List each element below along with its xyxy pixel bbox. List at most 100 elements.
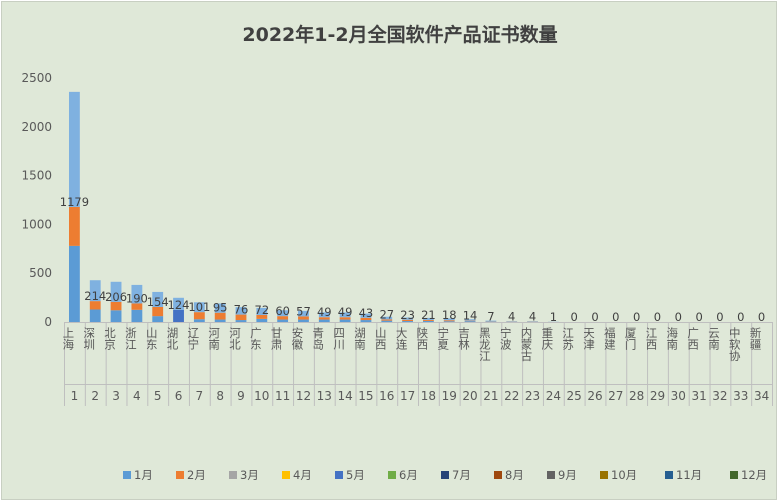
bar-segment xyxy=(339,317,351,320)
bar-segment xyxy=(193,319,205,322)
data-label: 0 xyxy=(571,310,578,324)
data-label: 1179 xyxy=(60,195,89,209)
bar-segment xyxy=(360,317,372,321)
x-category-label: 安徽 xyxy=(290,326,304,351)
y-tick-label: 0 xyxy=(44,315,52,329)
y-tick-label: 2000 xyxy=(21,120,52,134)
x-category-label: 深圳 xyxy=(82,326,96,350)
data-label: 21 xyxy=(421,308,436,322)
x-category-label: 北京 xyxy=(103,327,117,351)
data-label: 1 xyxy=(550,310,557,324)
data-label: 95 xyxy=(213,301,228,315)
x-rank-label: 11 xyxy=(275,389,290,403)
legend-swatch xyxy=(176,471,184,479)
bar-segment xyxy=(318,317,330,320)
chart-title: 2022年1-2月全国软件产品证书数量 xyxy=(242,23,557,46)
x-rank-label: 34 xyxy=(754,389,769,403)
legend-entry: 2月 xyxy=(187,468,206,482)
bar-segment xyxy=(277,316,289,320)
x-rank-label: 8 xyxy=(216,389,224,403)
x-category-label: 内蒙古 xyxy=(520,326,534,361)
bar-segment xyxy=(193,312,205,320)
x-rank-label: 12 xyxy=(296,389,311,403)
x-rank-label: 20 xyxy=(462,389,477,403)
x-category-label: 湖南 xyxy=(353,326,367,350)
data-label: 4 xyxy=(529,310,536,324)
x-rank-label: 1 xyxy=(71,389,79,403)
bar-segment xyxy=(235,307,247,315)
bar-segment xyxy=(298,310,309,317)
x-axis: 上海 1 深圳 2 北京 3 浙江 4 山东 5 湖北 6 辽宁 7 河南 8 河北 9 广东 10 甘肃 11 安徽 12 青… xyxy=(61,322,773,406)
data-label: 0 xyxy=(758,310,765,324)
data-label: 18 xyxy=(442,308,457,322)
bar-segment xyxy=(422,317,434,320)
bar-segment xyxy=(256,307,268,315)
x-category-label: 吉林 xyxy=(457,327,471,350)
legend-entry: 8月 xyxy=(505,468,524,482)
bar-segment xyxy=(152,291,164,307)
data-label: 49 xyxy=(317,305,332,319)
bar-segment xyxy=(68,206,80,246)
legend-entry: 3月 xyxy=(240,468,259,482)
bar-segment xyxy=(339,312,351,318)
x-rank-label: 27 xyxy=(608,389,623,403)
data-label: 0 xyxy=(654,310,661,324)
x-category-label: 江苏 xyxy=(561,327,575,351)
x-category-label: 黑龙江 xyxy=(478,327,492,362)
x-category-label: 浙江 xyxy=(124,327,138,350)
bar-segment xyxy=(68,245,80,322)
y-tick-label: 1500 xyxy=(21,169,52,183)
x-category-label: 陕西 xyxy=(415,326,429,350)
bar-segment xyxy=(89,280,101,302)
data-label: 0 xyxy=(716,310,723,324)
bar-segment xyxy=(422,319,434,321)
x-rank-label: 30 xyxy=(671,389,686,403)
legend-swatch xyxy=(665,471,673,479)
x-category-label: 福建 xyxy=(603,326,617,351)
legend-swatch xyxy=(547,471,555,479)
bar-segment xyxy=(339,319,351,322)
legend-swatch xyxy=(441,471,449,479)
x-rank-label: 17 xyxy=(400,389,415,403)
x-category-label: 厦门 xyxy=(624,327,638,351)
x-rank-label: 21 xyxy=(483,389,498,403)
bar-segment xyxy=(256,318,268,322)
bar-segment xyxy=(110,301,122,311)
legend-entry: 9月 xyxy=(558,468,577,482)
x-rank-label: 16 xyxy=(379,389,394,403)
x-rank-label: 10 xyxy=(254,389,269,403)
x-rank-label: 31 xyxy=(691,389,706,403)
bar-segment xyxy=(214,303,226,313)
bar-segment xyxy=(464,321,476,322)
legend-swatch xyxy=(335,471,343,479)
data-label: 0 xyxy=(612,310,619,324)
x-category-label: 海南 xyxy=(665,326,679,350)
x-category-label: 宁夏 xyxy=(436,326,450,350)
bar-segment xyxy=(402,317,414,320)
y-tick-label: 1000 xyxy=(21,217,52,231)
legend-entry: 10月 xyxy=(611,468,637,482)
bars xyxy=(68,91,559,322)
bar-segment xyxy=(131,309,143,322)
x-rank-label: 24 xyxy=(546,389,561,403)
bar-segment xyxy=(152,316,164,322)
bar-segment xyxy=(381,320,393,322)
x-rank-label: 33 xyxy=(733,389,748,403)
legend-swatch xyxy=(282,471,290,479)
bar-segment xyxy=(152,306,164,317)
x-category-label: 天津 xyxy=(582,327,596,350)
x-rank-label: 32 xyxy=(712,389,727,403)
data-label: 14 xyxy=(463,309,478,323)
x-rank-label: 14 xyxy=(337,389,352,403)
bar-segment xyxy=(318,319,330,322)
x-category-label: 江西 xyxy=(644,327,658,350)
bar-segment xyxy=(464,319,476,321)
x-category-label: 新疆 xyxy=(749,326,763,350)
bar-segment xyxy=(214,319,226,322)
x-category-label: 山西 xyxy=(374,327,388,350)
bar-segment xyxy=(173,297,184,310)
x-rank-label: 25 xyxy=(567,389,582,403)
x-rank-label: 2 xyxy=(91,389,99,403)
